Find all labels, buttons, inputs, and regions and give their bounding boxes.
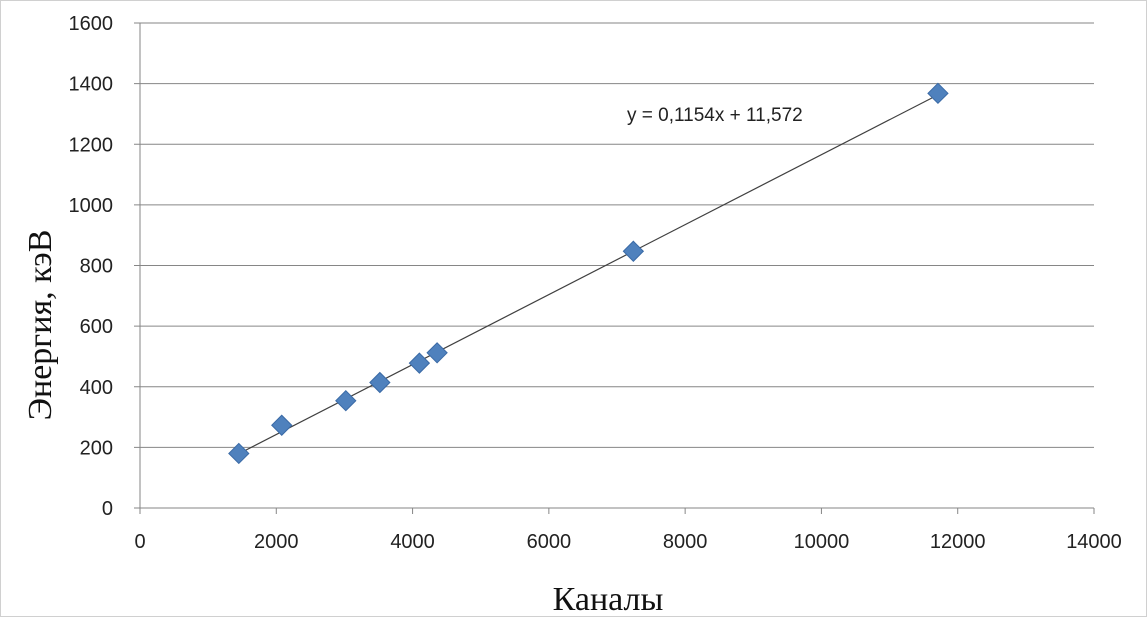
y-tick-label: 1400 (69, 74, 114, 96)
data-points (228, 82, 949, 465)
data-point (369, 371, 391, 394)
y-tick-label: 600 (80, 316, 113, 338)
trendline (238, 94, 939, 455)
y-tick-label: 1200 (69, 134, 114, 156)
x-tick-label: 10000 (794, 531, 850, 553)
y-tick-label: 200 (80, 437, 113, 459)
data-point (335, 389, 357, 412)
x-tick-label: 2000 (254, 531, 299, 553)
trendline-group (238, 94, 939, 455)
data-point (271, 414, 293, 436)
x-tick-label: 12000 (930, 531, 986, 553)
y-tick-label: 1600 (69, 13, 114, 35)
y-tick-label: 0 (102, 498, 113, 520)
x-tick-label: 6000 (527, 531, 572, 553)
x-tick-label: 14000 (1066, 531, 1122, 553)
data-point (408, 352, 431, 374)
data-point (622, 240, 645, 262)
data-point (927, 82, 949, 105)
x-axis-title: Каналы (553, 581, 664, 618)
axes (139, 23, 1095, 514)
grid-lines (134, 22, 1094, 509)
data-point (426, 342, 448, 364)
y-tick-label: 400 (80, 377, 113, 399)
x-tick-labels: 0 2000 4000 6000 8000 10000 12000 14000 (134, 531, 1121, 553)
x-tick-label: 0 (134, 531, 145, 553)
y-tick-labels: 0 200 400 600 800 1000 1200 1400 1600 (69, 13, 114, 520)
x-tick-label: 4000 (390, 531, 435, 553)
data-point (228, 442, 250, 465)
y-tick-label: 800 (80, 256, 113, 278)
y-axis-title: Энергия, кэВ (22, 230, 59, 421)
y-tick-label: 1000 (69, 195, 114, 217)
x-tick-label: 8000 (663, 531, 708, 553)
trendline-equation: y = 0,1154x + 11,572 (627, 105, 803, 126)
